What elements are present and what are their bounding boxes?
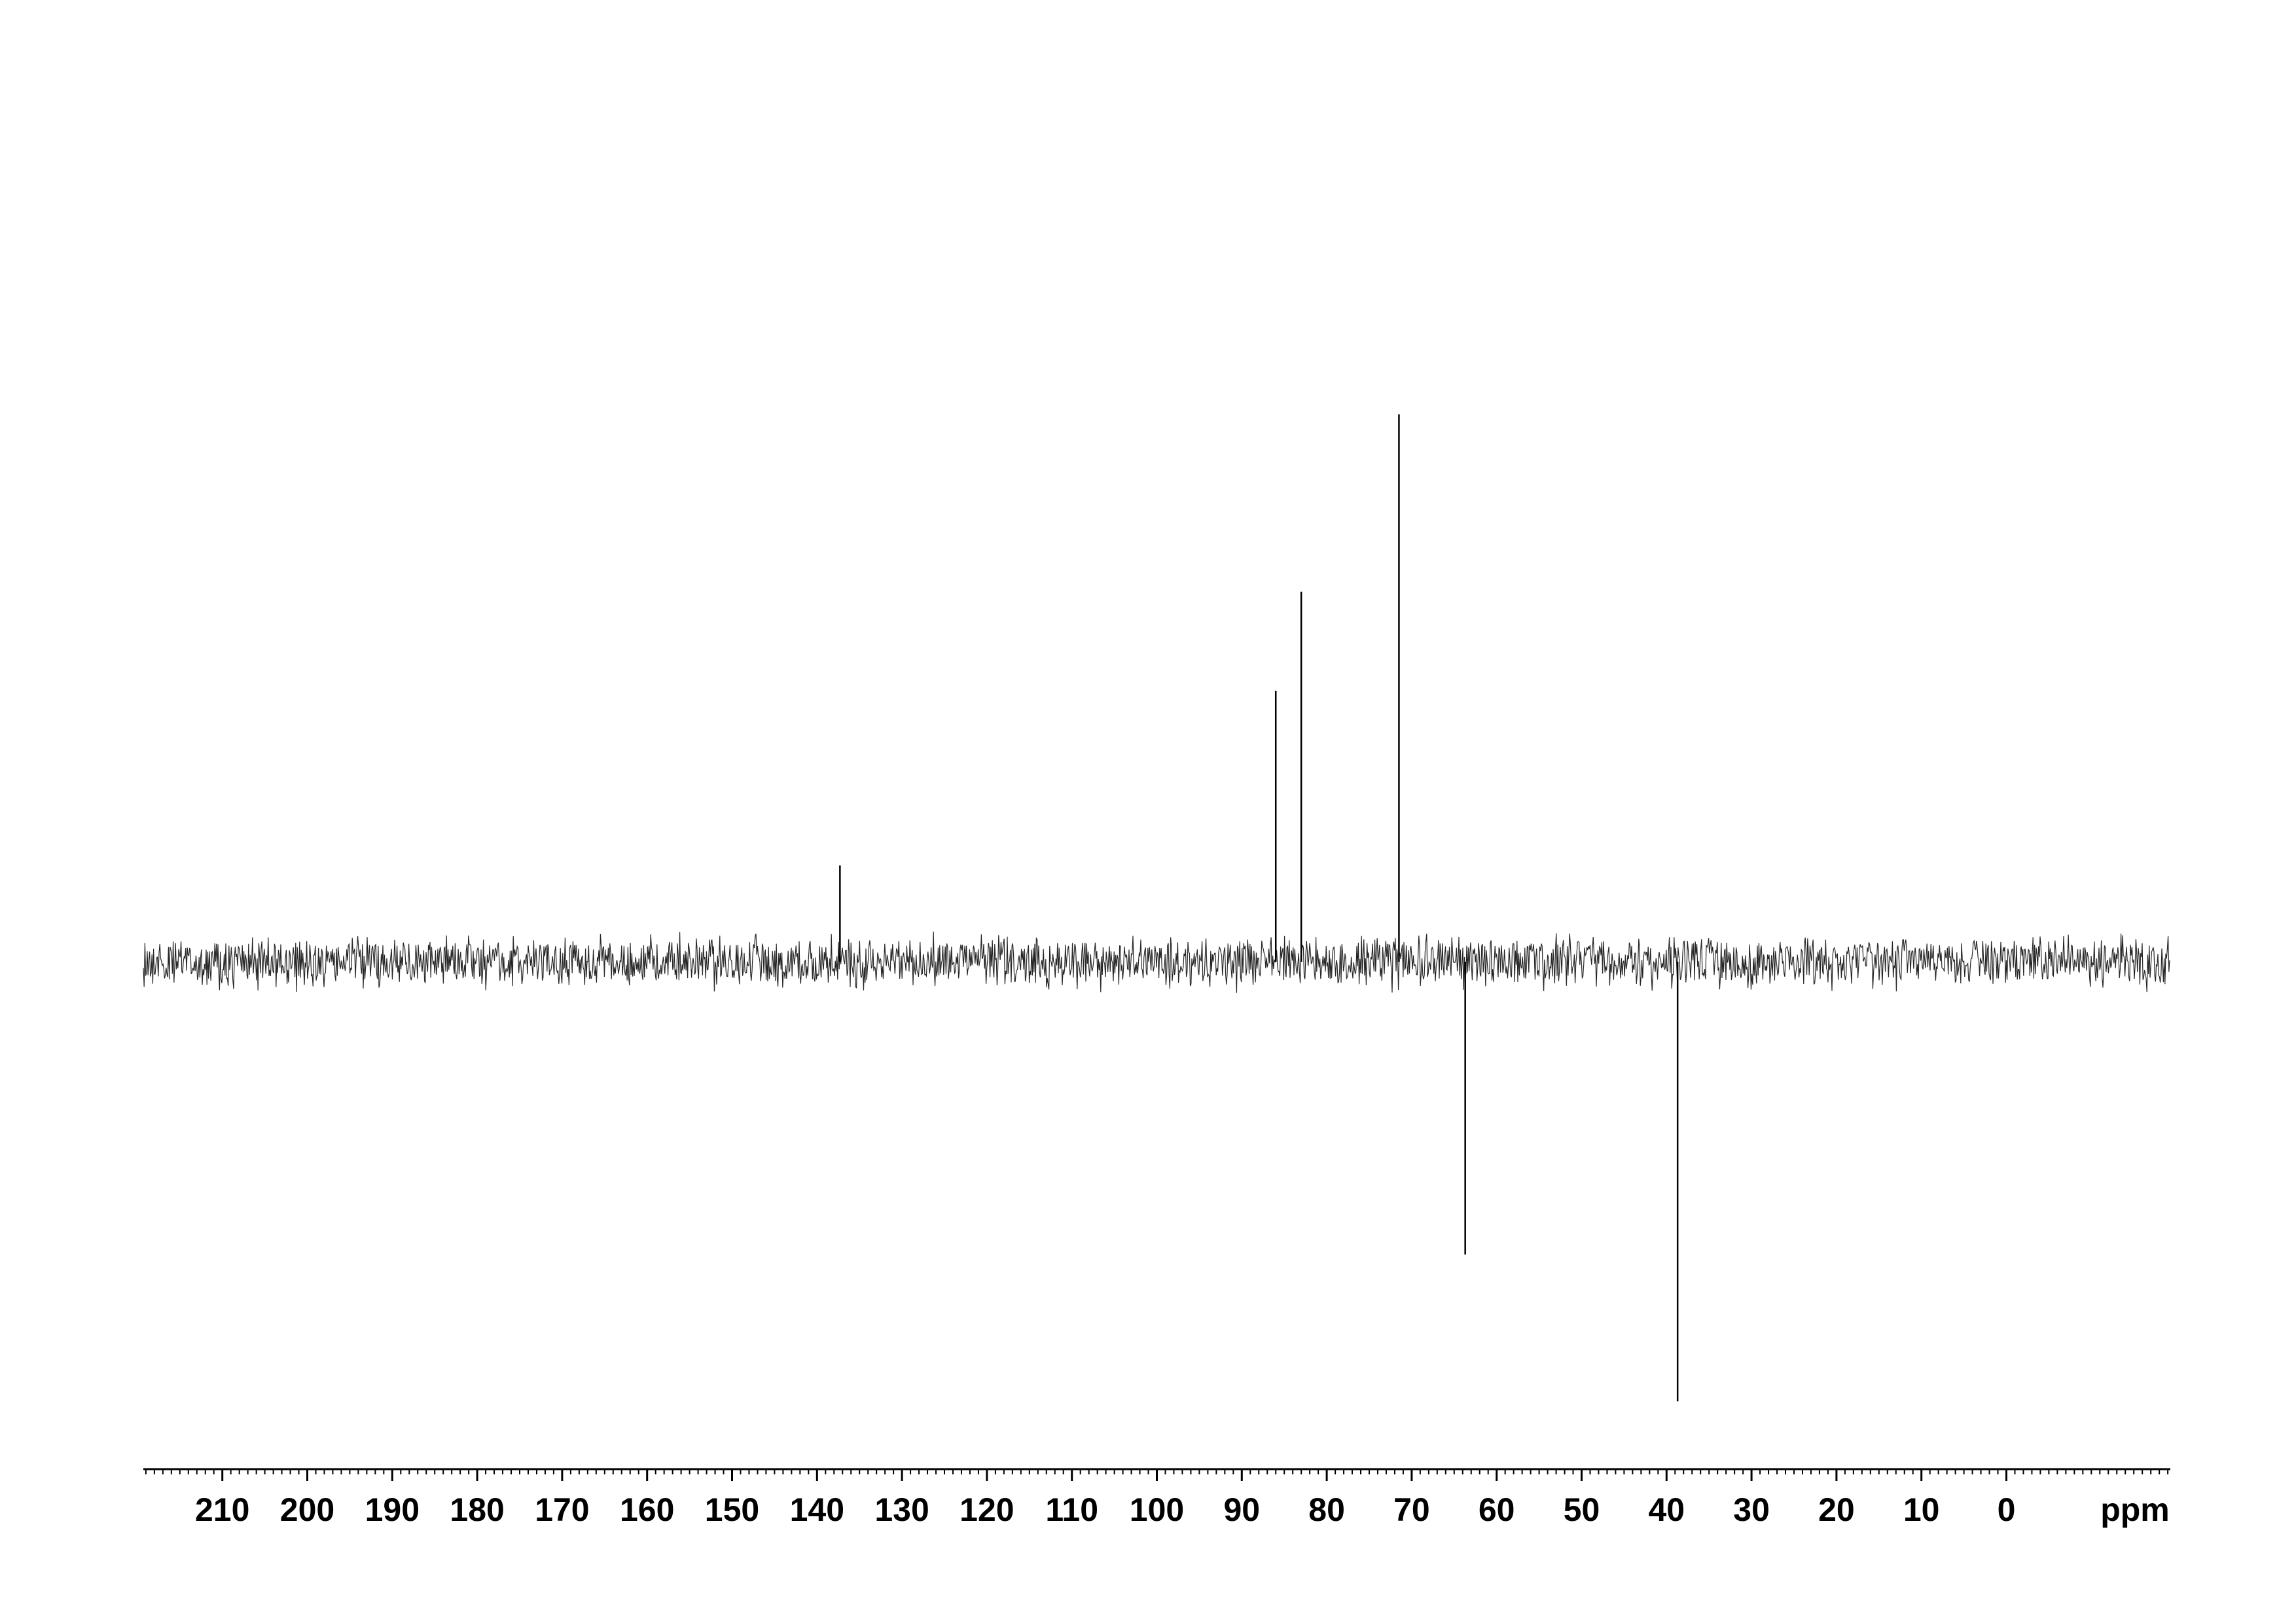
x-tick-label: 170 <box>535 1491 589 1528</box>
x-tick-label: 190 <box>365 1491 420 1528</box>
x-tick-label: 110 <box>1045 1491 1098 1528</box>
x-tick-label: 130 <box>874 1491 929 1528</box>
x-tick-label: 210 <box>195 1491 249 1528</box>
noise <box>143 931 2170 993</box>
x-tick-label: 80 <box>1308 1491 1345 1528</box>
x-tick-label: 60 <box>1479 1491 1515 1528</box>
x-tick-label: 20 <box>1818 1491 1855 1528</box>
x-tick-label: 140 <box>790 1491 844 1528</box>
x-tick-label: 120 <box>960 1491 1014 1528</box>
x-tick-label: 0 <box>1998 1491 2016 1528</box>
x-tick-label: 30 <box>1733 1491 1770 1528</box>
x-axis-label: ppm <box>2100 1491 2170 1528</box>
x-tick-label: 10 <box>1903 1491 1940 1528</box>
x-tick-label: 180 <box>450 1491 504 1528</box>
x-tick-label: 90 <box>1223 1491 1260 1528</box>
x-tick-label: 160 <box>620 1491 674 1528</box>
x-tick-label: 40 <box>1648 1491 1685 1528</box>
x-tick-label: 50 <box>1564 1491 1600 1528</box>
x-tick-label: 150 <box>705 1491 759 1528</box>
x-tick-label: 100 <box>1130 1491 1184 1528</box>
x-tick-label: 70 <box>1393 1491 1430 1528</box>
x-tick-label: 200 <box>280 1491 334 1528</box>
